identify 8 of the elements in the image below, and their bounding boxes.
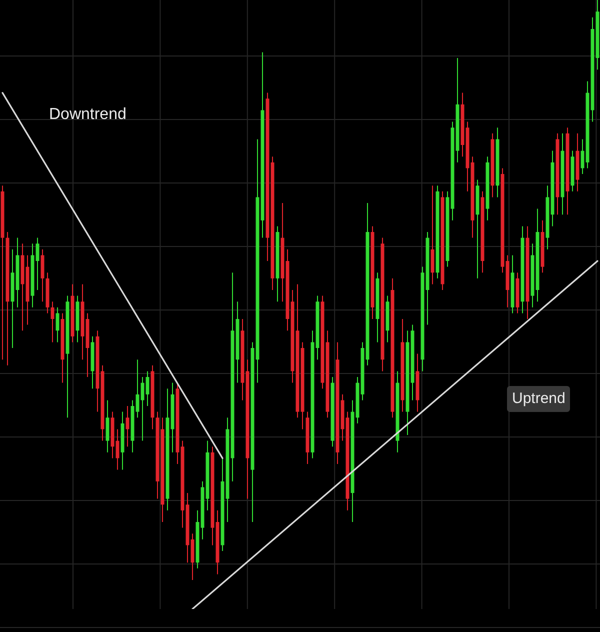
candlestick [56,306,60,343]
candlestick [430,185,434,285]
candlestick [50,301,54,343]
candlestick [106,400,110,453]
candlestick [126,406,130,448]
text: Uptrend [507,386,570,412]
candlestick [40,248,44,302]
series-label: Downtrend [49,105,126,125]
